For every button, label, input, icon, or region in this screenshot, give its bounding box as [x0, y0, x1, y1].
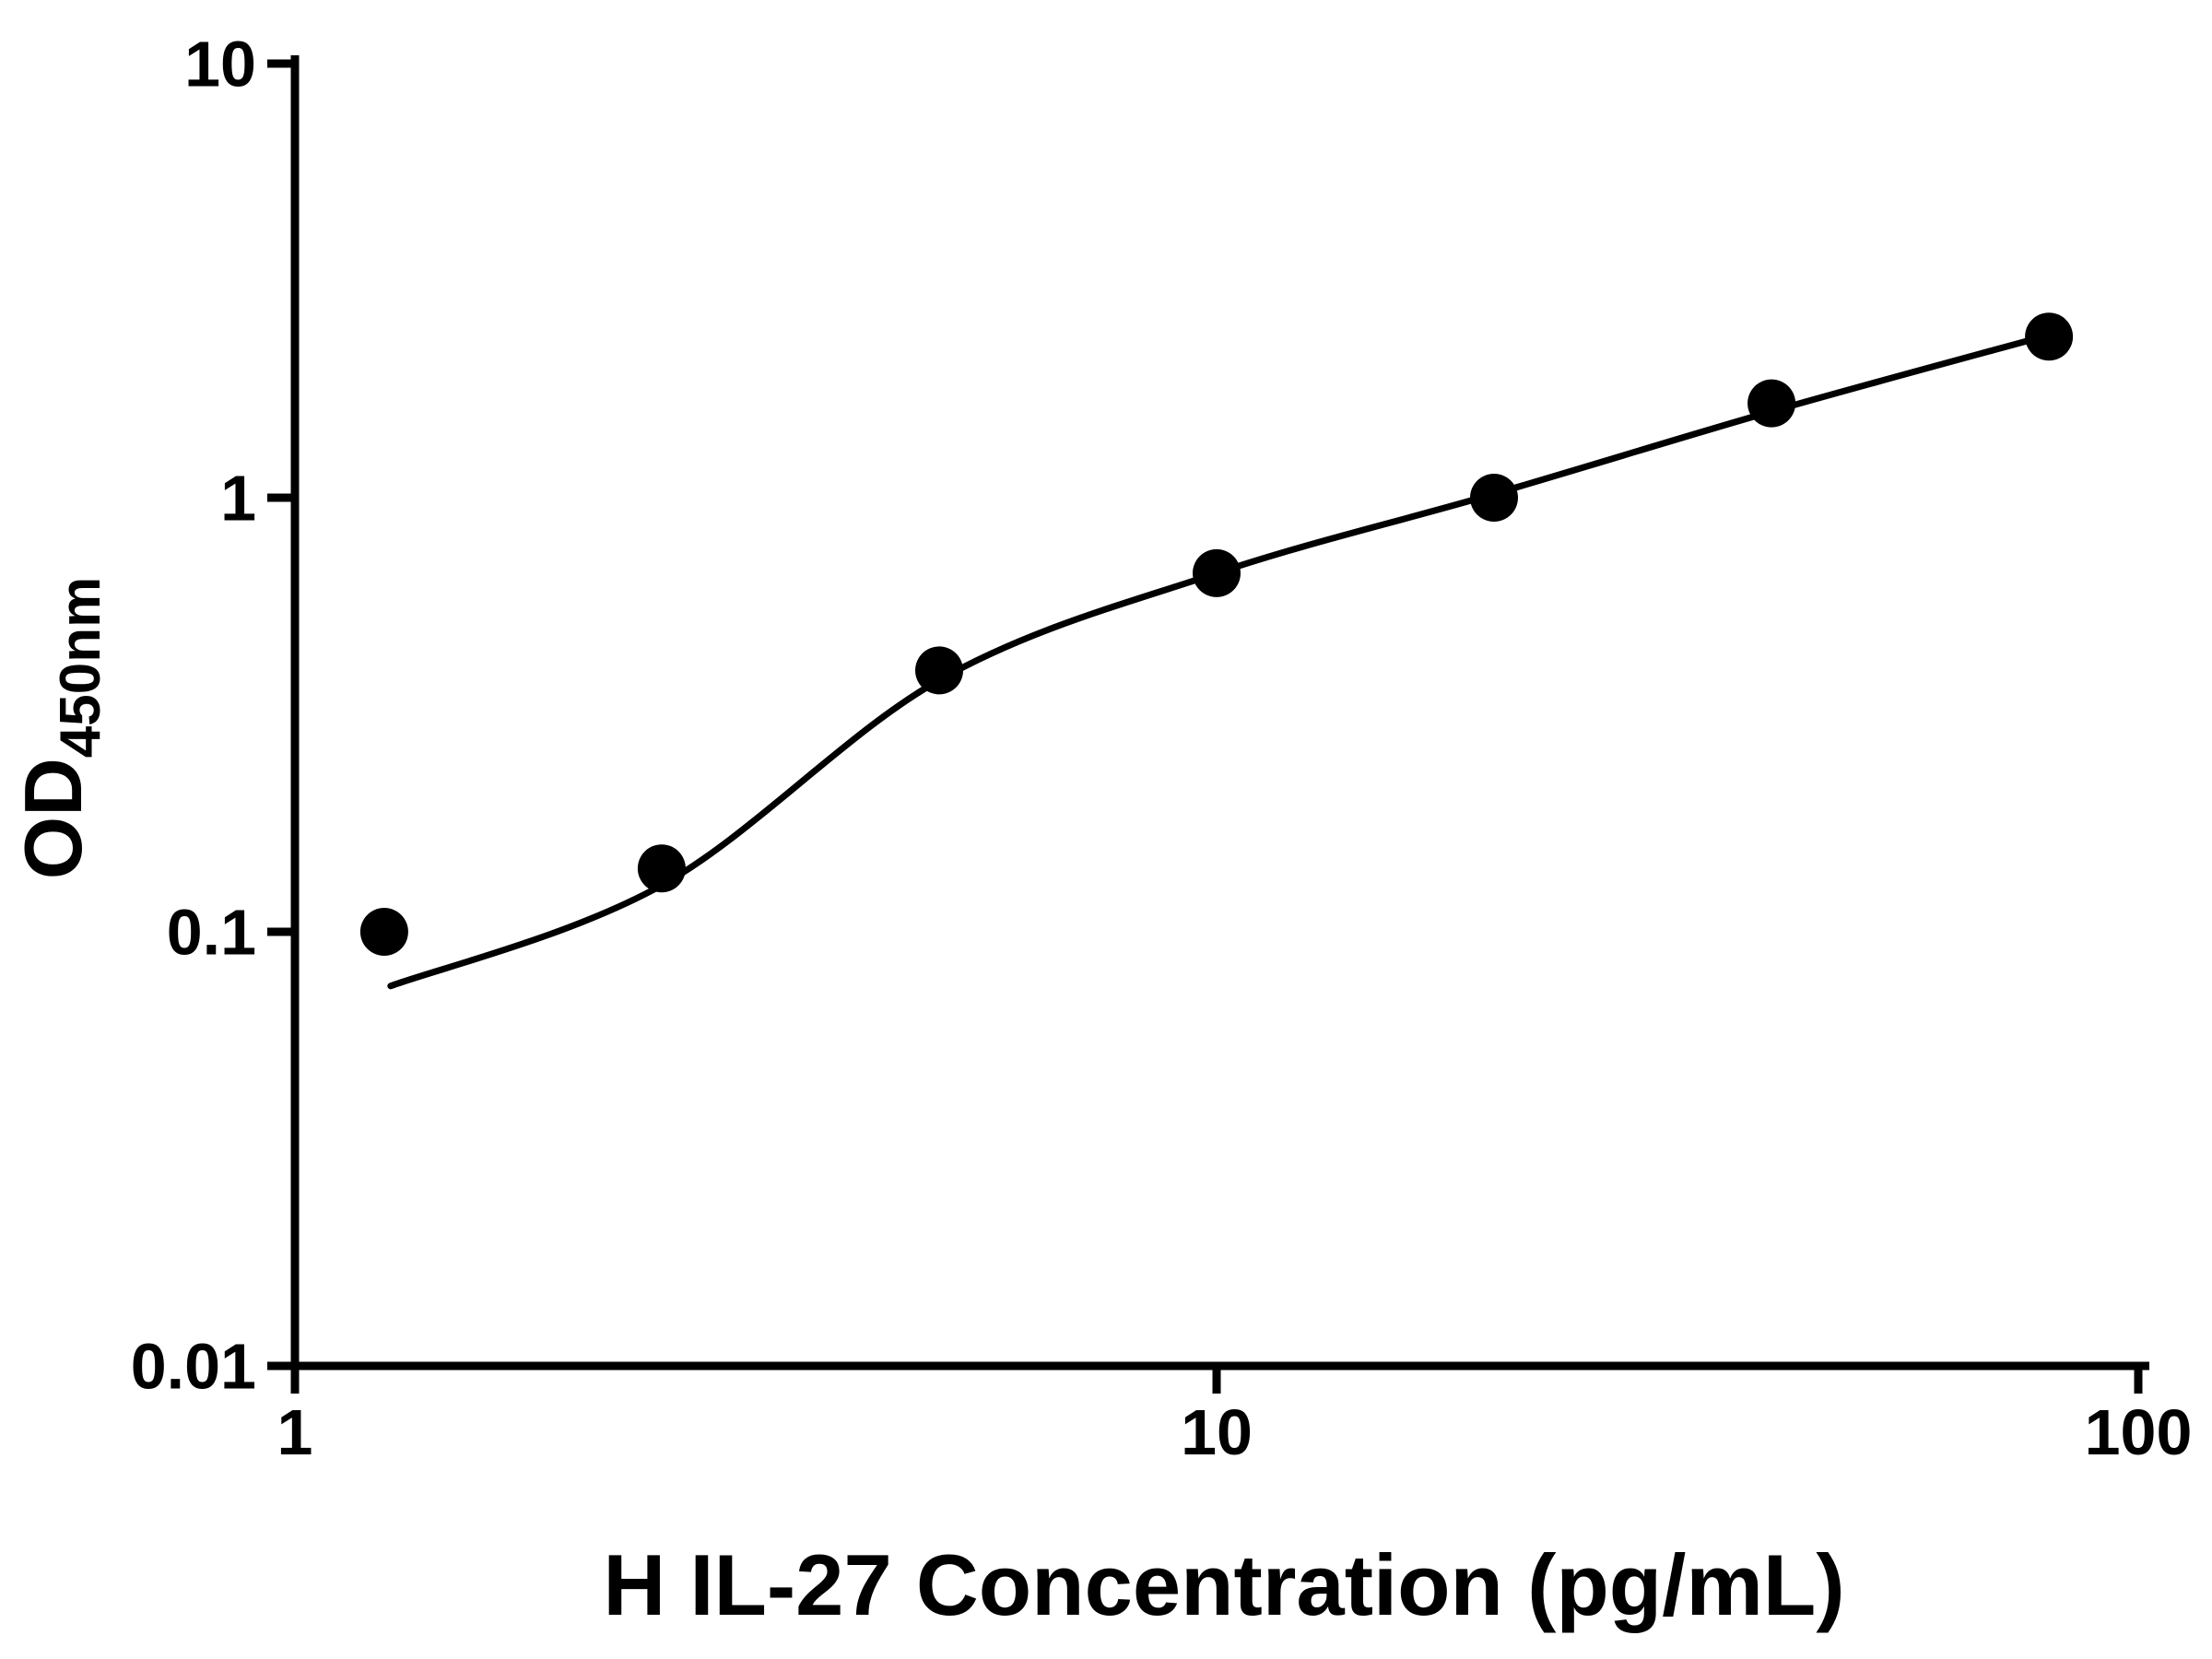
y-tick-label: 10: [184, 29, 256, 100]
data-point: [359, 908, 408, 956]
x-tick-label: 100: [2085, 1396, 2193, 1468]
y-axis-title: OD450nm: [7, 577, 112, 879]
x-tick-label: 10: [1181, 1396, 1253, 1468]
y-axis-title-subscript: 450nm: [49, 577, 112, 758]
y-tick-label: 0.01: [131, 1331, 256, 1403]
data-point: [1470, 474, 1518, 522]
data-point: [2025, 312, 2074, 361]
data-point: [1747, 379, 1796, 428]
data-point: [1193, 548, 1241, 597]
y-axis-title-main: OD: [7, 758, 99, 879]
x-axis-title: H IL-27 Concentration (pg/mL): [603, 1536, 1844, 1633]
x-tick-label: 1: [277, 1396, 313, 1468]
y-tick-label: 0.1: [167, 897, 256, 969]
data-point: [915, 646, 963, 695]
y-tick-label: 1: [220, 463, 256, 535]
data-point: [637, 844, 686, 893]
